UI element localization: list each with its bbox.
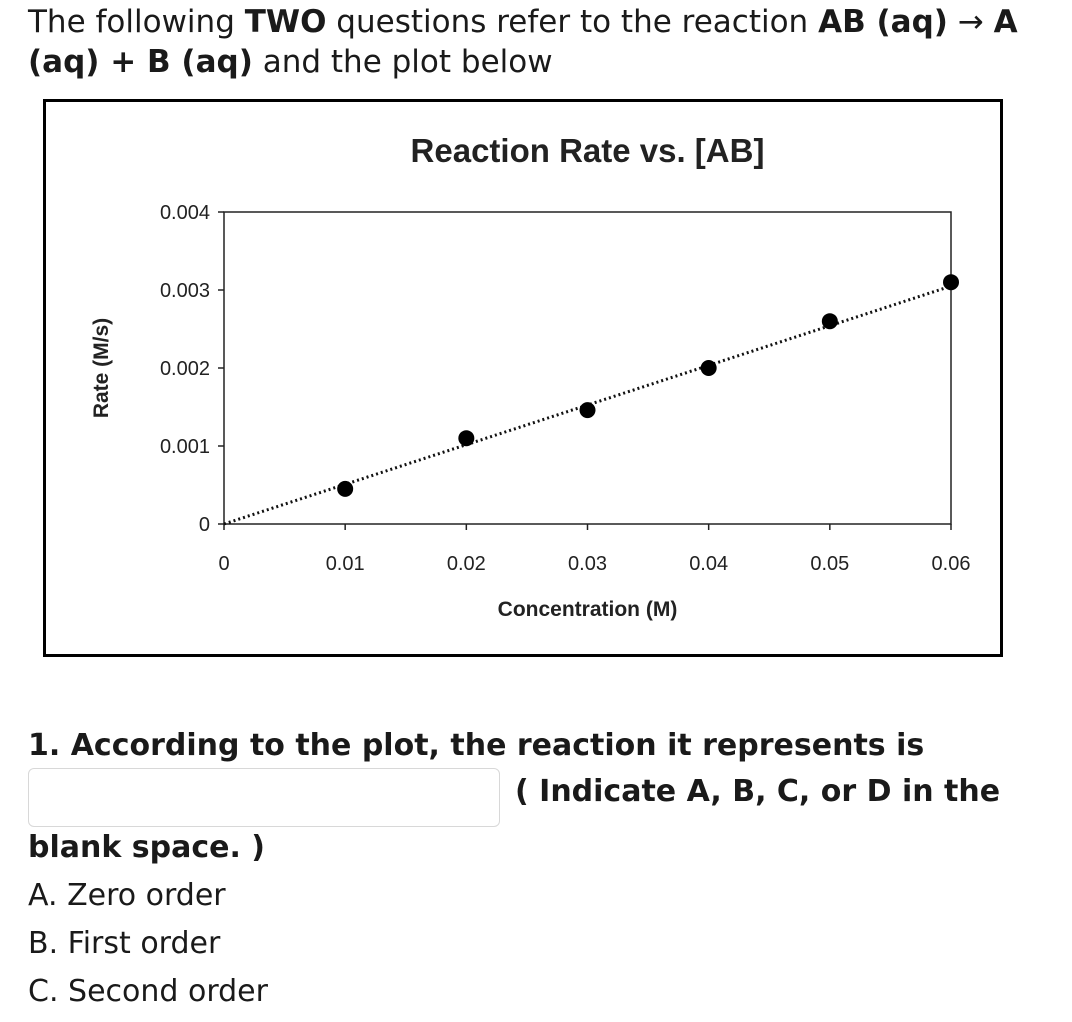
x-tick-label: 0.01 (326, 553, 365, 575)
data-point (821, 313, 838, 330)
chart-title: Reaction Rate vs. [AB] (411, 132, 765, 169)
x-axis-label: Concentration (M) (498, 598, 678, 621)
x-tick-label: 0.05 (810, 553, 849, 575)
chart-figure: Reaction Rate vs. [AB] 0 0.001 0.002 0.003 0.… (43, 99, 1003, 657)
y-tick-label: 0.002 (160, 358, 210, 380)
x-tick-label: 0 (218, 553, 229, 575)
question-instruction: ( Indicate A, B, C, or D in the (515, 774, 1001, 809)
y-tick-label: 0.004 (160, 202, 210, 224)
intro-text: The following TWO questions refer to the… (28, 4, 1018, 80)
x-tick-label: 0.06 (932, 553, 971, 575)
y-tick-label: 0 (199, 514, 210, 536)
data-point (579, 402, 596, 419)
y-tick-label: 0.003 (160, 280, 210, 302)
question-instruction-end: blank space. ) (28, 830, 266, 865)
rate-vs-concentration-chart: Reaction Rate vs. [AB] 0 0.001 0.002 0.003 0.… (90, 132, 971, 621)
option-a: A. Zero order (28, 878, 226, 913)
y-tick-label: 0.001 (160, 436, 210, 458)
data-point (700, 360, 717, 376)
y-axis-label: Rate (M/s) (90, 318, 113, 418)
data-point (458, 430, 475, 447)
option-c: C. Second order (28, 974, 268, 1009)
question-text: 1. According to the plot, the reaction i… (28, 728, 925, 763)
option-b: B. First order (28, 926, 221, 961)
data-point (337, 480, 354, 497)
data-point (943, 274, 959, 291)
x-tick-label: 0.04 (689, 553, 728, 575)
answer-input[interactable] (28, 768, 500, 827)
plot-area (223, 211, 952, 525)
x-tick-label: 0.02 (447, 553, 486, 575)
x-tick-label: 0.03 (568, 553, 607, 575)
